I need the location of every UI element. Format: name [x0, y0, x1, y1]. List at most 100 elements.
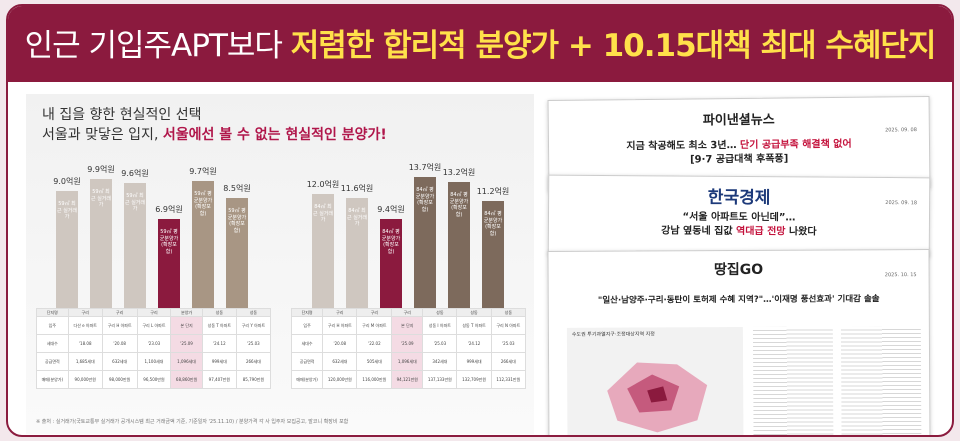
table-cell: 132,709만원 [456, 370, 492, 389]
bar-area-label: 84㎡ 평균분양가 (확장포함) [381, 229, 401, 255]
table-cell: 137,133만원 [422, 370, 458, 389]
chart-bar: 9.0억원 59㎡ 최근 실거래가 [53, 177, 81, 312]
table-cell: 505세대 [356, 352, 393, 371]
table-cell: 구리 L 아파트 [136, 316, 172, 335]
table-cell: 세대수 [290, 334, 324, 353]
bar-value-label: 13.7억원 [408, 163, 442, 172]
table-cell: '18.08 [67, 334, 103, 353]
table-cell: 성동 [456, 308, 492, 317]
table-cell: 다산 e 아파트 [67, 316, 103, 335]
table-cell: 112,331만원 [490, 370, 527, 389]
table-cell: 구리 [356, 308, 393, 317]
panel-subtitle-2: 서울과 맞닿은 입지, 서울에선 볼 수 없는 현실적인 분양가! [42, 124, 387, 144]
table-cell: 구리 Y 아파트 [235, 316, 272, 335]
panel-subtitle-1: 내 집을 향한 현실적인 선택 [42, 107, 202, 123]
news-logo-3: 땅집GO [713, 261, 764, 279]
table-cell: 성동 [422, 308, 458, 317]
table-cell: 68,860만원 [170, 370, 203, 389]
bar-area-label: 59㎡ 평균분양가 (확장포함) [193, 191, 213, 217]
table-cell: 120,000만원 [322, 370, 358, 389]
table-cell: 구리 [136, 308, 172, 317]
news-headline-2: “서울 아파트도 아닌데”… 강남 옆동네 집값 역대급 전망 나왔다 [549, 210, 929, 240]
bar-value-label: 9.4억원 [377, 205, 405, 214]
news-date-2: 2025. 09. 18 [885, 200, 918, 207]
subtitle-red: 서울에선 볼 수 없는 현실적인 분양가! [162, 127, 387, 143]
table-cell: 분양가 [170, 308, 203, 317]
chart-bar: 11.2억원 84㎡ 평균분양가 (확장포함) [477, 187, 509, 312]
news-logo-1: 파이낸셜뉴스 [702, 112, 775, 129]
headline-2-line1: “서울 아파트도 아닌데”… [682, 211, 796, 224]
bar-value-label: 12.0억원 [306, 180, 340, 189]
news-clip-2: 한국경제 2025. 09. 18 “서울 아파트도 아닌데”… 강남 옆동네 집… [547, 174, 931, 258]
table-cell: 266세대 [490, 352, 527, 371]
table-cell: 구리 [67, 308, 103, 317]
table-cell: 85,790만원 [235, 370, 272, 389]
table-cell: '24.12 [201, 334, 237, 353]
table-cell: 입주 [36, 316, 69, 335]
table-cell: 성동 T 아파트 [456, 316, 492, 335]
table-cell: 1,096세대 [170, 352, 203, 371]
table-cell: 94,121만원 [391, 370, 424, 389]
bar-value-label: 6.9억원 [155, 205, 183, 214]
chart-bar: 9.6억원 59㎡ 최근 실거래가 [121, 169, 149, 312]
table-cell: 97,407만원 [201, 370, 237, 389]
table-cell: '25.03 [490, 334, 527, 353]
table-cell: '24.12 [456, 334, 492, 353]
headline-1-red: 단기 공급부족 해결책 없어 [739, 138, 852, 151]
bar-area-label: 84㎡ 평균분양가 (확장포함) [483, 211, 503, 237]
ad-frame: 인근 기입주APT보다 저렴한 합리적 분양가 + 10.15대책 최대 수혜단… [6, 4, 954, 437]
bar-area-label: 59㎡ 평균분양가 (확장포함) [227, 208, 247, 234]
table-cell: 98,000만원 [101, 370, 138, 389]
table-row: 세대수 '18.08'20.08'23.03'25.09'24.12'25.03 [36, 334, 272, 353]
headline-1-line2: [9·7 공급대책 후폭풍] [689, 152, 789, 166]
table-cell: 구리 [101, 308, 138, 317]
table-cell: '25.09 [391, 334, 424, 353]
bar-value-label: 11.6억원 [340, 184, 374, 193]
table-cell: 116,000만원 [356, 370, 393, 389]
bar-area-label: 59㎡ 평균분양가 (확장포함) [159, 229, 179, 255]
table-cell: 본 단지 [170, 316, 203, 335]
title-banner: 인근 기입주APT보다 저렴한 합리적 분양가 + 10.15대책 최대 수혜단… [8, 6, 952, 82]
bar-area-label: 84㎡ 최근 실거래가 [347, 208, 367, 227]
table-cell: 공급면적 [36, 352, 69, 371]
subtitle-plain: 서울과 맞닿은 입지, [42, 127, 163, 143]
table-cell: 632세대 [322, 352, 358, 371]
table-cell: 성동 I 아파트 [422, 316, 458, 335]
table-cell: 매매(분양가) [36, 370, 69, 389]
bar-area-label: 84㎡ 최근 실거래가 [313, 204, 333, 223]
table-cell: 세대수 [36, 334, 69, 353]
table-cell: '23.03 [136, 334, 172, 353]
table-cell: 90,000만원 [67, 370, 103, 389]
table-cell: 성동 [235, 308, 272, 317]
chart-bar: 11.6억원 84㎡ 최근 실거래가 [341, 184, 373, 312]
table-row: 입주 다산 e 아파트 구리 H 아파트 구리 L 아파트 본 단지 성동 T 아파트 구리… [36, 316, 272, 335]
table-cell: 999세대 [456, 352, 492, 371]
bar-value-label: 9.9억원 [87, 165, 115, 174]
table-cell: 999세대 [201, 352, 237, 371]
table-cell: '20.08 [322, 334, 358, 353]
article-body-1 [752, 326, 834, 435]
table-cell: 구리 H 아파트 [101, 316, 138, 335]
article-lines-1 [752, 326, 834, 435]
table-cell: 성동 [201, 308, 237, 317]
table-cell: 구리 M 아파트 [356, 316, 393, 335]
region-map-graphic [607, 362, 708, 433]
table-cell: 단지명 [290, 308, 324, 317]
chart-bar: 9.7억원 59㎡ 평균분양가 (확장포함) [189, 167, 217, 312]
bar-area-label: 59㎡ 최근 실거래가 [57, 201, 77, 220]
table-row: 단지명 구리 구리 구리 성동 성동 성동 [290, 308, 527, 317]
article-body-2 [840, 326, 922, 435]
bar-value-label: 13.2억원 [442, 168, 476, 177]
headline-1-plain: 지금 착공해도 최소 3년… [626, 139, 741, 153]
news-date-1: 2025. 09. 08 [885, 127, 917, 134]
bar-area-label: 84㎡ 평균분양가 (확장포함) [415, 187, 435, 213]
table-cell: 342세대 [422, 352, 458, 371]
bar-area-label: 59㎡ 최근 실거래가 [125, 193, 145, 212]
banner-title: 인근 기입주APT보다 저렴한 합리적 분양가 + 10.15대책 최대 수혜단… [8, 20, 952, 65]
bar-area-label: 84㎡ 평균분양가 (확장포함) [449, 192, 469, 218]
table-cell: 단지명 [36, 308, 69, 317]
table-cell: '25.03 [422, 334, 458, 353]
table-cell: 본 단지 [391, 316, 424, 335]
bar-value-label: 9.6억원 [121, 169, 149, 178]
table-row: 공급면적 1,685세대 632세대 1,100세대 1,096세대 999세대 266세대 [36, 352, 272, 371]
